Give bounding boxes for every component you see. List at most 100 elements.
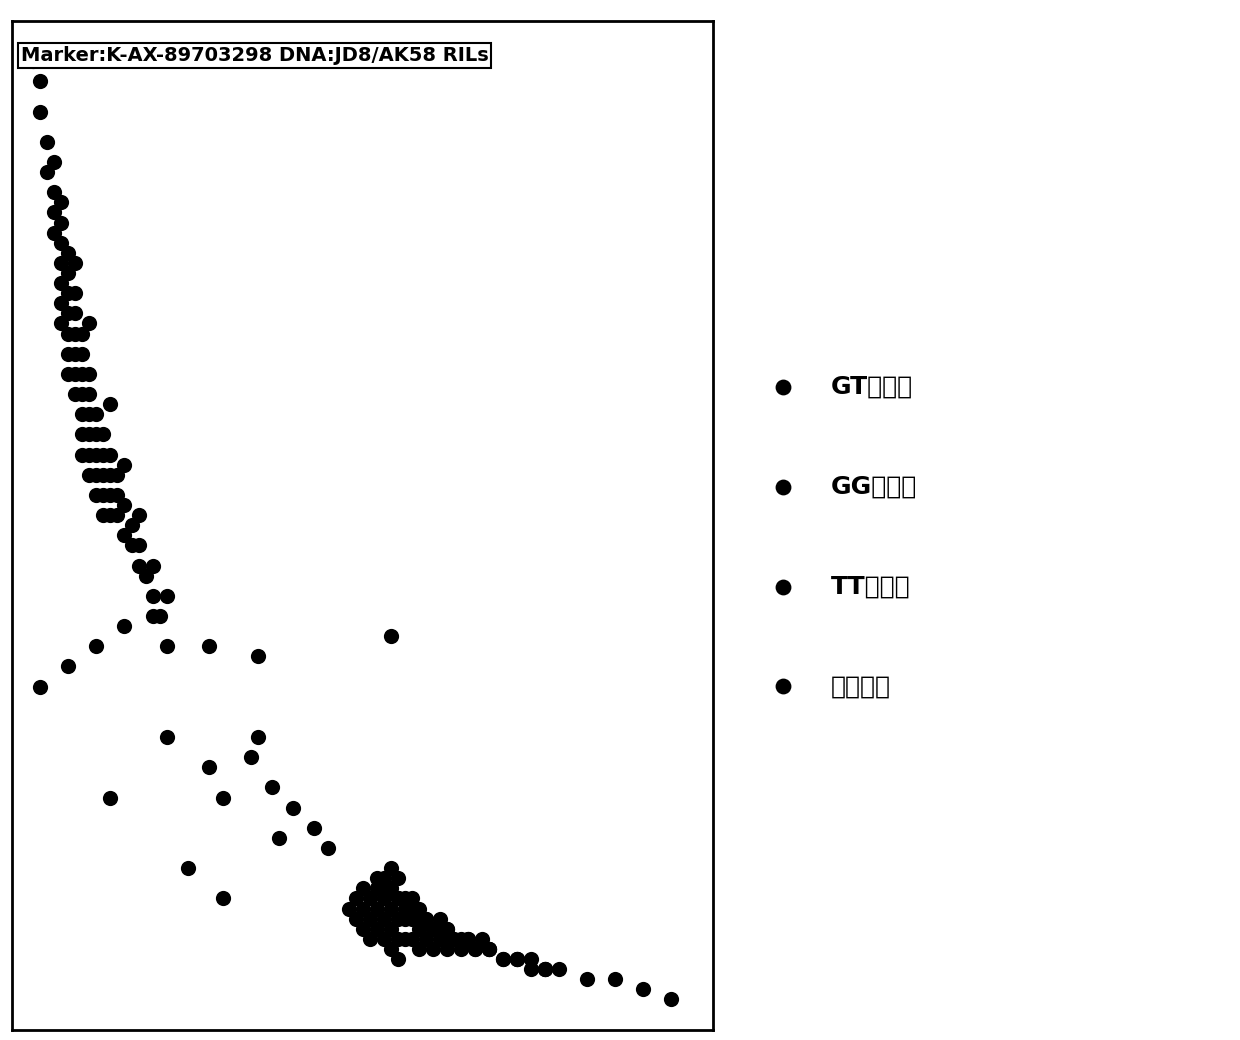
Point: [52, 295, 72, 312]
Point: [100, 789, 120, 806]
Point: [262, 779, 281, 796]
Point: [534, 961, 554, 978]
Point: [66, 255, 86, 271]
Point: [507, 951, 527, 967]
Point: [430, 910, 450, 927]
Point: [388, 931, 408, 947]
Point: [409, 901, 429, 917]
Point: [352, 901, 372, 917]
Point: [45, 204, 64, 220]
Point: [156, 638, 176, 654]
Point: [72, 446, 93, 463]
Point: [367, 901, 387, 917]
Point: [415, 910, 435, 927]
Point: [45, 184, 64, 201]
Point: [465, 940, 485, 957]
Point: [381, 920, 401, 937]
Point: [381, 880, 401, 896]
Point: [66, 345, 86, 362]
Point: [472, 931, 492, 947]
Point: [79, 365, 99, 382]
Point: [143, 607, 162, 624]
Point: [444, 931, 464, 947]
Point: [24, 53, 43, 70]
Point: [373, 890, 393, 907]
Point: [52, 275, 72, 291]
Point: [409, 910, 429, 927]
Point: [534, 961, 554, 978]
Point: [31, 73, 51, 89]
Point: [436, 920, 456, 937]
Point: [436, 940, 456, 957]
Point: [451, 940, 471, 957]
Point: [381, 901, 401, 917]
Point: [37, 164, 57, 181]
Point: [402, 910, 422, 927]
Point: [241, 749, 260, 765]
Point: [79, 315, 99, 332]
Point: [423, 920, 443, 937]
Point: [108, 466, 128, 483]
Point: [415, 910, 435, 927]
Point: [521, 961, 541, 978]
Point: [52, 255, 72, 271]
Point: [66, 326, 86, 342]
Point: [373, 890, 393, 907]
Point: [93, 466, 113, 483]
Point: [352, 920, 372, 937]
Point: [108, 487, 128, 503]
Text: TT纯合型: TT纯合型: [831, 574, 910, 599]
Point: [773, 379, 792, 395]
Point: [367, 920, 387, 937]
Point: [373, 931, 393, 947]
Point: [45, 225, 64, 241]
Point: [79, 406, 99, 422]
Point: [367, 880, 387, 896]
Point: [317, 839, 337, 856]
Point: [58, 658, 78, 675]
Point: [52, 315, 72, 332]
Point: [402, 931, 422, 947]
Point: [129, 557, 149, 574]
Point: [79, 386, 99, 402]
Point: [458, 931, 477, 947]
Point: [52, 194, 72, 211]
Point: [31, 678, 51, 695]
Point: [198, 759, 218, 776]
Point: [100, 506, 120, 523]
Point: [100, 466, 120, 483]
Point: [87, 466, 107, 483]
Point: [66, 305, 86, 321]
Point: [93, 426, 113, 443]
Point: [213, 789, 233, 806]
Point: [773, 678, 792, 695]
Point: [72, 386, 93, 402]
Point: [479, 940, 498, 957]
Text: GG纯合型: GG纯合型: [831, 474, 918, 499]
Point: [143, 557, 162, 574]
Point: [58, 285, 78, 302]
Point: [114, 497, 134, 514]
Point: [72, 426, 93, 443]
Point: [72, 365, 93, 382]
Point: [93, 506, 113, 523]
Point: [409, 920, 429, 937]
Point: [79, 446, 99, 463]
Point: [66, 285, 86, 302]
Point: [373, 869, 393, 886]
Point: [58, 265, 78, 282]
Point: [114, 527, 134, 544]
Point: [177, 860, 197, 877]
Text: Marker:K-AX-89703298 DNA:JD8/AK58 RILs: Marker:K-AX-89703298 DNA:JD8/AK58 RILs: [21, 46, 489, 66]
Point: [773, 478, 792, 495]
Point: [66, 386, 86, 402]
Point: [87, 426, 107, 443]
Point: [156, 729, 176, 746]
Point: [37, 133, 57, 150]
Point: [388, 951, 408, 967]
Point: [430, 931, 450, 947]
Point: [58, 345, 78, 362]
Point: [436, 931, 456, 947]
Point: [360, 910, 379, 927]
Point: [394, 901, 414, 917]
